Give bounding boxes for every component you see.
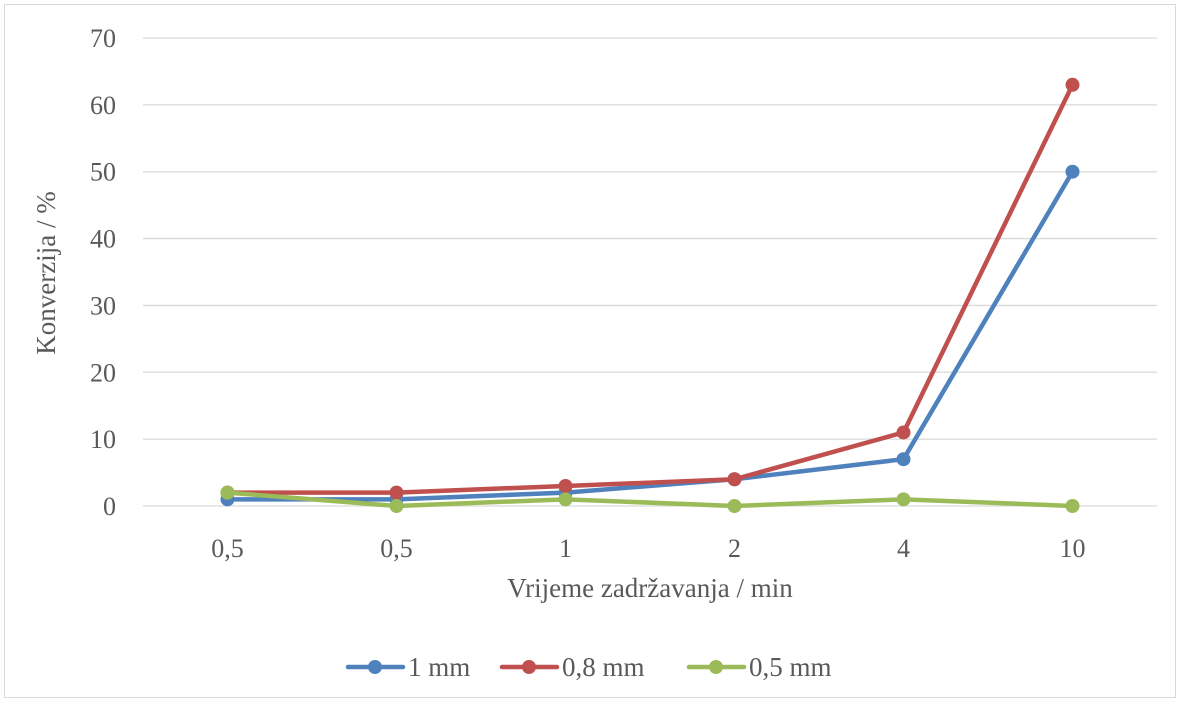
y-tick-label: 50: [90, 158, 116, 187]
data-point: [558, 492, 573, 507]
series-3: [220, 485, 1080, 513]
x-tick-label: 2: [728, 534, 741, 563]
chart-frame: [4, 4, 1176, 698]
series-line: [225, 82, 1075, 495]
data-point: [1065, 77, 1080, 92]
legend-label: 1 mm: [408, 652, 470, 682]
x-tick-label: 0,5: [211, 534, 244, 563]
x-axis-ticks: 0,5 0,5 1 2 4 10: [211, 534, 1085, 563]
data-point: [896, 492, 911, 507]
legend-entry: 0,8 mm: [499, 652, 645, 682]
data-point: [220, 485, 235, 500]
legend-swatch-marker: [368, 660, 382, 674]
data-point: [727, 499, 742, 513]
y-tick-label: 10: [90, 425, 116, 454]
data-point: [896, 452, 911, 467]
data-point: [389, 499, 404, 513]
y-tick-label: 0: [103, 492, 116, 521]
x-axis-title: Vrijeme zadržavanja / min: [507, 573, 793, 603]
y-tick-label: 40: [90, 225, 116, 254]
legend-entry: 1 mm: [345, 652, 470, 682]
y-axis-ticks: 0 10 20 30 40 50 60 70: [90, 24, 116, 521]
y-tick-label: 60: [90, 91, 116, 120]
data-point: [896, 425, 911, 440]
y-axis-title: Konverzija / %: [31, 191, 61, 354]
legend-label: 0,5 mm: [749, 652, 832, 682]
data-point: [727, 472, 742, 487]
data-point: [558, 478, 573, 493]
gridlines: [143, 37, 1157, 507]
series-line: [225, 169, 1075, 502]
y-tick-label: 70: [90, 24, 116, 53]
x-tick-label: 4: [897, 534, 910, 563]
data-point: [389, 485, 404, 500]
legend-label: 0,8 mm: [562, 652, 645, 682]
legend-swatch-marker: [522, 660, 536, 674]
data-point: [1065, 499, 1080, 513]
legend-entry: 0,5 mm: [686, 652, 832, 682]
x-tick-label: 0,5: [380, 534, 413, 563]
series-2: [220, 77, 1080, 500]
y-tick-label: 30: [90, 291, 116, 320]
series-line: [225, 490, 1075, 509]
series-group: [220, 77, 1080, 513]
x-tick-label: 1: [559, 534, 572, 563]
y-tick-label: 20: [90, 358, 116, 387]
x-tick-label: 10: [1060, 534, 1086, 563]
legend-swatch-marker: [709, 660, 723, 674]
legend: 1 mm 0,8 mm 0,5 mm: [345, 652, 832, 682]
data-point: [1065, 164, 1080, 179]
